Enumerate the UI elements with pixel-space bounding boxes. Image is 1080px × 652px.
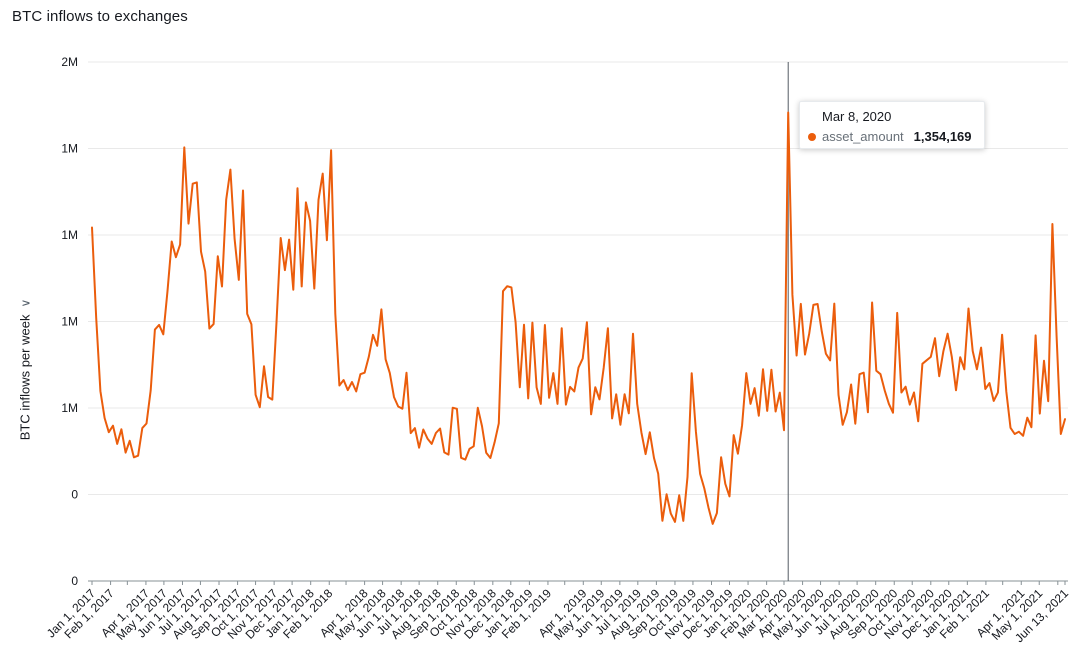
series-color-dot-icon [808, 133, 816, 141]
tooltip-date: Mar 8, 2020 [822, 109, 892, 124]
y-tick-label: 1M [61, 142, 78, 156]
y-tick-label: 0 [71, 574, 78, 588]
y-tick-label: 2M [61, 55, 78, 69]
y-tick-label: 1M [61, 228, 78, 242]
chart-title: BTC inflows to exchanges [12, 8, 188, 25]
series-line[interactable] [91, 111, 1066, 525]
y-tick-label: 0 [71, 488, 78, 502]
tooltip-series-value: 1,354,169 [913, 129, 972, 144]
tooltip-series-row: asset_amount 1,354,169 [808, 129, 972, 145]
y-tick-label: 1M [61, 315, 78, 329]
y-tick-label: 1M [61, 401, 78, 415]
tooltip: Mar 8, 2020 asset_amount 1,354,169 [799, 101, 985, 149]
tooltip-series-label: asset_amount [822, 129, 904, 144]
